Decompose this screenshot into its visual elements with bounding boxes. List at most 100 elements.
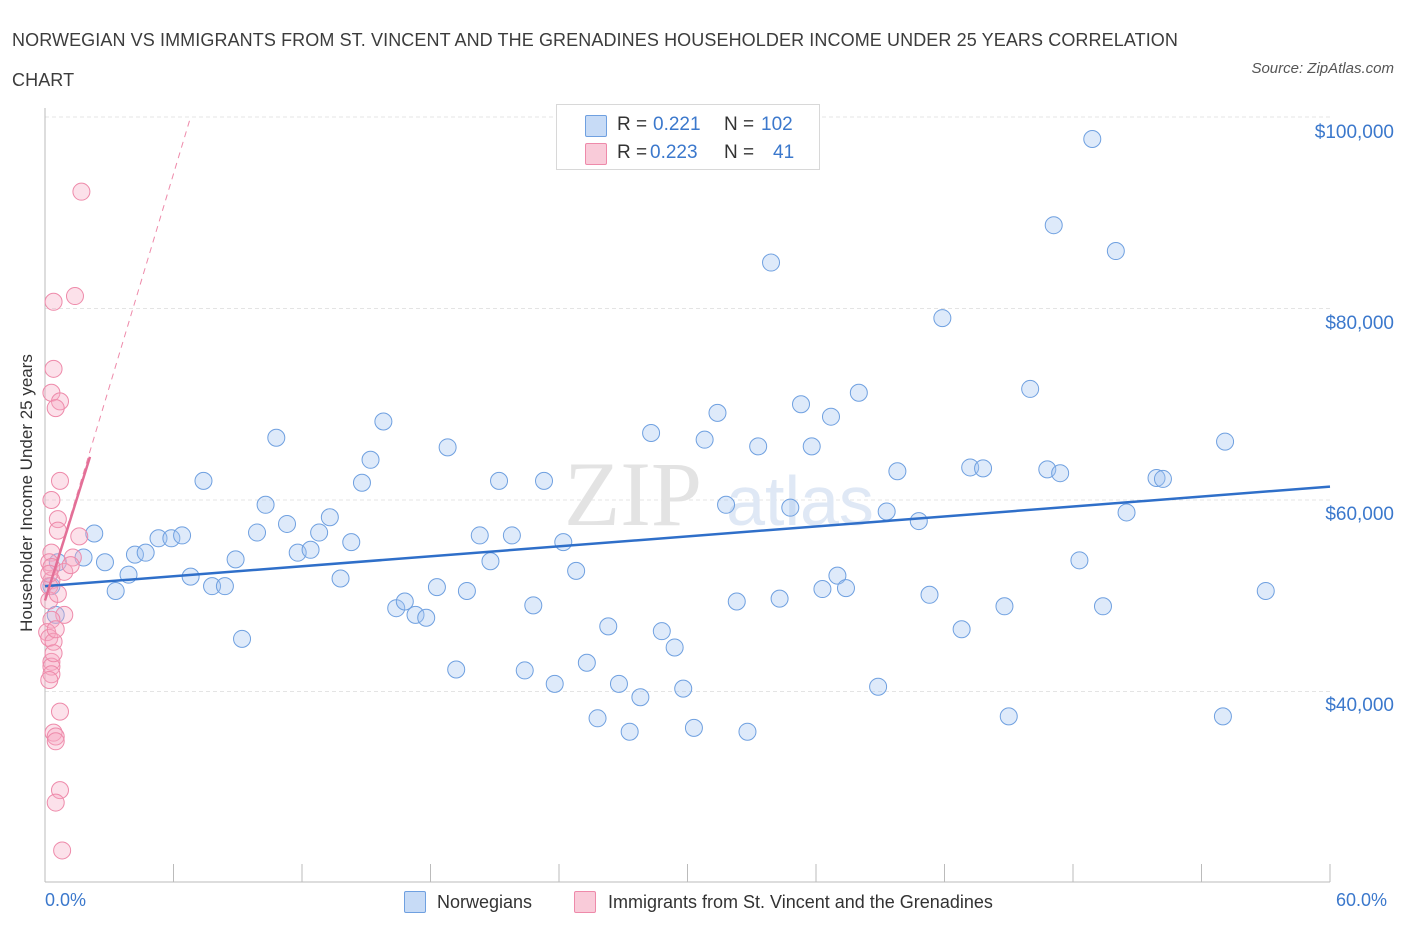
norwegians-point <box>374 412 393 431</box>
norwegians-point <box>708 403 727 422</box>
norwegians-point <box>457 581 476 600</box>
y-tick-80000: $80,000 <box>1325 313 1394 334</box>
norwegians-legend-swatch <box>404 891 426 913</box>
norwegians-point <box>961 458 980 477</box>
norwegians-point <box>717 495 736 514</box>
norwegians-point <box>933 309 952 328</box>
norwegians-point <box>588 709 607 728</box>
norwegians-point <box>909 512 928 531</box>
y-axis-label: Householder Income Under 25 years <box>17 354 36 632</box>
data-points <box>38 130 1331 860</box>
immigrants-swatch <box>585 143 607 165</box>
norwegians-point <box>149 529 168 548</box>
norwegians-point <box>781 498 800 517</box>
norwegians-point <box>674 679 693 698</box>
norwegians-point <box>1106 242 1125 261</box>
n-label: N = <box>724 114 755 135</box>
immigrants-point <box>46 727 65 746</box>
norwegians-swatch <box>585 115 607 137</box>
norwegians-point <box>331 569 350 588</box>
norwegians-point <box>233 629 252 648</box>
immigrants-point <box>44 359 63 378</box>
norwegians-point <box>1256 581 1275 600</box>
norwegians-point <box>524 596 543 615</box>
norwegians-point <box>502 526 521 545</box>
norwegians-point <box>310 523 329 542</box>
r-value: 0.221 <box>653 114 701 135</box>
norwegians-point <box>952 620 971 639</box>
immigrants-point <box>72 182 91 201</box>
norwegians-point <box>727 592 746 611</box>
norwegians-point <box>974 459 993 478</box>
norwegians-point <box>256 495 275 514</box>
immigrants-point <box>46 399 65 418</box>
immigrants-point <box>48 584 67 603</box>
norwegians-point <box>162 529 181 548</box>
norwegians-point <box>173 526 192 545</box>
r-label: R = <box>617 142 648 163</box>
norwegians-point <box>361 450 380 469</box>
norwegians-point <box>802 437 821 456</box>
norwegians-point <box>1070 551 1089 570</box>
immigrants-point <box>63 548 82 567</box>
norwegians-point <box>95 553 114 572</box>
norwegians-point <box>577 653 596 672</box>
norwegians-point <box>749 437 768 456</box>
norwegians-point <box>620 722 639 741</box>
norwegians-point <box>792 395 811 414</box>
norwegians-point <box>515 661 534 680</box>
norwegians-point <box>438 438 457 457</box>
norwegians-point <box>888 462 907 481</box>
norwegians-point <box>395 592 414 611</box>
immigrants-point <box>53 841 72 860</box>
norwegians-point <box>535 471 554 490</box>
x-tick-max: 60.0% <box>1336 890 1388 910</box>
immigrants-legend-label: Immigrants from St. Vincent and the Gren… <box>608 892 993 912</box>
norwegians-point <box>226 550 245 569</box>
immigrants-point <box>40 671 59 690</box>
chart-title: NORWEGIAN VS IMMIGRANTS FROM ST. VINCENT… <box>12 30 1179 90</box>
norwegians-point <box>652 622 671 641</box>
norwegians-point <box>836 579 855 598</box>
norwegians-point <box>301 540 320 559</box>
norwegians-point <box>813 580 832 599</box>
immigrants-point <box>65 287 84 306</box>
norwegians-point <box>609 674 628 693</box>
norwegians-point <box>267 428 286 447</box>
y-tick-60000: $60,000 <box>1325 504 1394 525</box>
norwegians-point <box>194 471 213 490</box>
norwegians-point <box>631 688 650 707</box>
immigrants-point <box>50 471 69 490</box>
norwegians-point <box>427 578 446 597</box>
norwegians-legend-label: Norwegians <box>437 892 533 912</box>
norwegians-point <box>1147 468 1166 487</box>
norwegians-point <box>215 577 234 596</box>
norwegians-point <box>1044 216 1063 235</box>
n-label: N = <box>724 142 755 163</box>
norwegians-point <box>849 383 868 402</box>
norwegians-point <box>1093 597 1112 616</box>
r-value: 0.223 <box>650 142 698 163</box>
norwegians-trend-line <box>44 485 1331 588</box>
norwegians-point <box>470 526 489 545</box>
norwegians-point <box>1117 503 1136 522</box>
norwegians-point <box>762 253 781 272</box>
norwegians-point <box>320 508 339 527</box>
immigrants-point <box>46 620 65 639</box>
norwegians-point <box>490 471 509 490</box>
trend-lines <box>44 116 192 601</box>
n-value: 41 <box>773 142 795 163</box>
immigrants-point <box>70 527 89 546</box>
norwegians-point <box>106 581 125 600</box>
n-value: 102 <box>761 114 793 135</box>
norwegians-point <box>136 543 155 562</box>
norwegians-point <box>828 566 847 585</box>
immigrants-point <box>50 702 69 721</box>
immigrants-point <box>42 657 61 676</box>
norwegians-point <box>417 608 436 627</box>
norwegians-point <box>1216 432 1235 451</box>
norwegians-point <box>695 430 714 449</box>
immigrants-trend-extension <box>44 116 192 601</box>
immigrants-point <box>44 644 63 663</box>
